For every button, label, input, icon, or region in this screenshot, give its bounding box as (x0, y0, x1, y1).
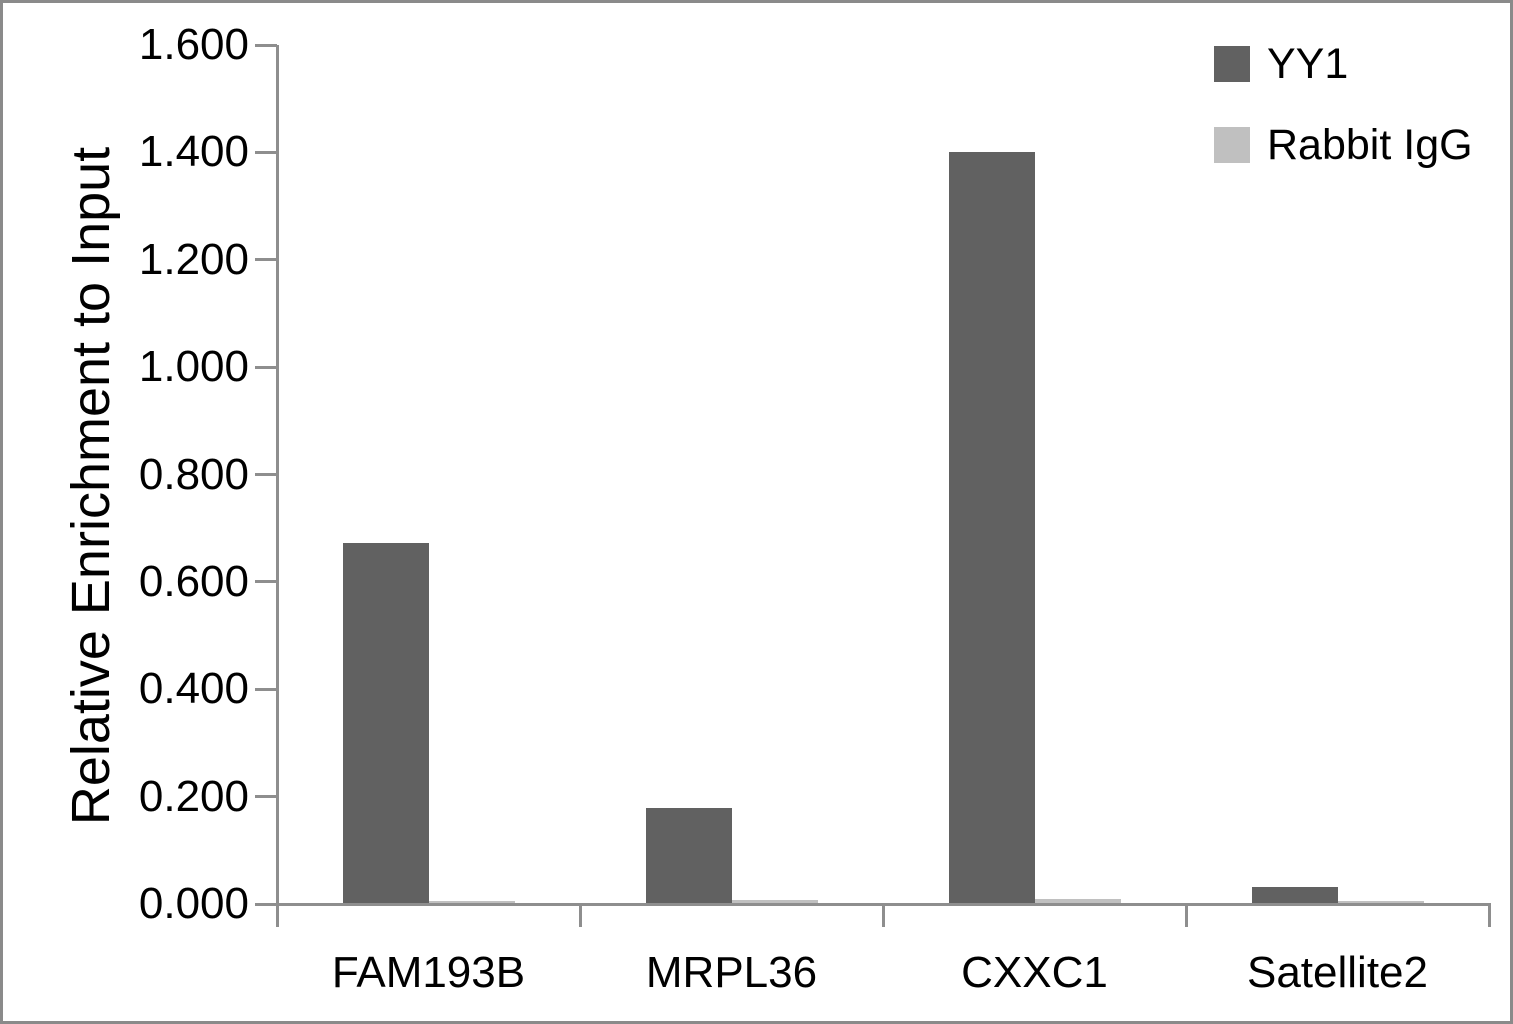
x-category-label-satellite2: Satellite2 (1246, 948, 1428, 997)
x-category-label-cxxc1: CXXC1 (961, 948, 1108, 997)
bar-rabbit-igg-cxxc1 (1034, 898, 1121, 904)
bar-rabbit-igg-satellite2 (1337, 900, 1424, 904)
y-tick-mark (255, 687, 277, 691)
x-category-divider (1184, 904, 1188, 927)
legend-swatch-yy1 (1214, 46, 1250, 82)
y-tick-label: 1.000 (138, 342, 249, 392)
y-axis-line (275, 45, 279, 927)
y-tick-label: 1.200 (138, 234, 249, 284)
y-tick-mark (255, 43, 277, 47)
y-tick-mark (255, 365, 277, 369)
bar-yy1-satellite2 (1251, 887, 1338, 904)
x-category-label-mrpl36: MRPL36 (645, 948, 818, 997)
legend-swatch-rabbit-igg (1214, 127, 1250, 163)
y-tick-mark (255, 473, 277, 476)
legend-label-rabbit-igg: Rabbit IgG (1267, 121, 1473, 169)
y-tick-label: 0.800 (138, 449, 249, 499)
y-tick-label: 0.600 (138, 556, 249, 606)
y-tick-mark (255, 150, 277, 154)
y-tick-label: 1.600 (138, 20, 249, 69)
y-tick-label: 0.400 (138, 664, 249, 714)
legend-item-yy1: YY1 (1214, 40, 1473, 88)
bar-yy1-fam193b (342, 543, 429, 904)
y-tick-label: 1.400 (138, 127, 249, 177)
x-category-divider (1487, 904, 1491, 927)
y-tick-label: 0.000 (138, 879, 249, 928)
legend: YY1 Rabbit IgG (1214, 40, 1473, 208)
legend-label-yy1: YY1 (1267, 40, 1349, 88)
bar-yy1-cxxc1 (948, 152, 1035, 904)
bar-rabbit-igg-mrpl36 (731, 899, 818, 904)
x-axis-line (270, 902, 1491, 906)
y-tick-mark (255, 902, 277, 906)
x-category-divider (881, 904, 885, 927)
plot-area: 0.000 0.200 0.400 0.600 0.800 1.000 1.200 1.400… (3, 3, 1510, 1021)
x-category-label-fam193b: FAM193B (331, 948, 526, 997)
y-tick-label: 0.200 (138, 771, 249, 821)
y-tick-mark (255, 795, 277, 799)
legend-item-rabbit-igg: Rabbit IgG (1214, 121, 1473, 169)
bar-yy1-mrpl36 (645, 807, 732, 904)
y-tick-mark (255, 258, 277, 262)
x-category-divider (578, 904, 582, 927)
y-tick-mark (255, 580, 277, 584)
